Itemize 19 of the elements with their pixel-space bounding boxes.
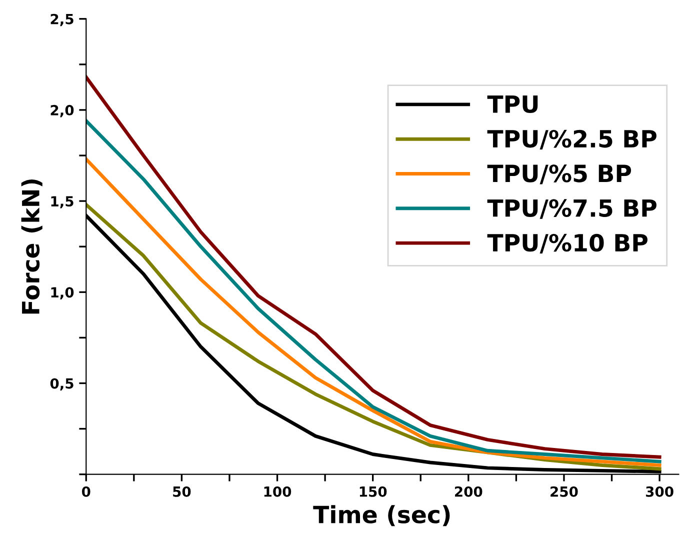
x-tick-label: 300 — [646, 486, 674, 497]
y-tick-label: 2,5 — [50, 14, 74, 26]
legend-label: TPU — [487, 95, 538, 114]
legend-label: TPU/%2.5 BP — [487, 130, 656, 150]
x-tick-label: 50 — [173, 486, 191, 497]
legend-label: TPU/%10 BP — [487, 234, 648, 254]
y-tick-label: 1,5 — [51, 196, 74, 208]
x-tick-label: 0 — [82, 486, 90, 497]
x-axis-title: Time (sec) — [313, 505, 450, 526]
x-tick-label: 100 — [264, 486, 292, 497]
x-tick-label: 200 — [455, 486, 482, 497]
x-tick-label: 250 — [550, 486, 578, 497]
y-tick-label: 0,5 — [50, 378, 74, 390]
x-tick-label: 150 — [360, 486, 387, 497]
legend-label: TPU/%5 BP — [487, 164, 632, 184]
y-tick-label: 2,0 — [50, 104, 74, 118]
y-axis-title: Force (kN) — [21, 179, 42, 314]
legend-label: TPU/%7.5 BP — [487, 199, 656, 219]
y-tick-label: 1,0 — [51, 287, 74, 300]
